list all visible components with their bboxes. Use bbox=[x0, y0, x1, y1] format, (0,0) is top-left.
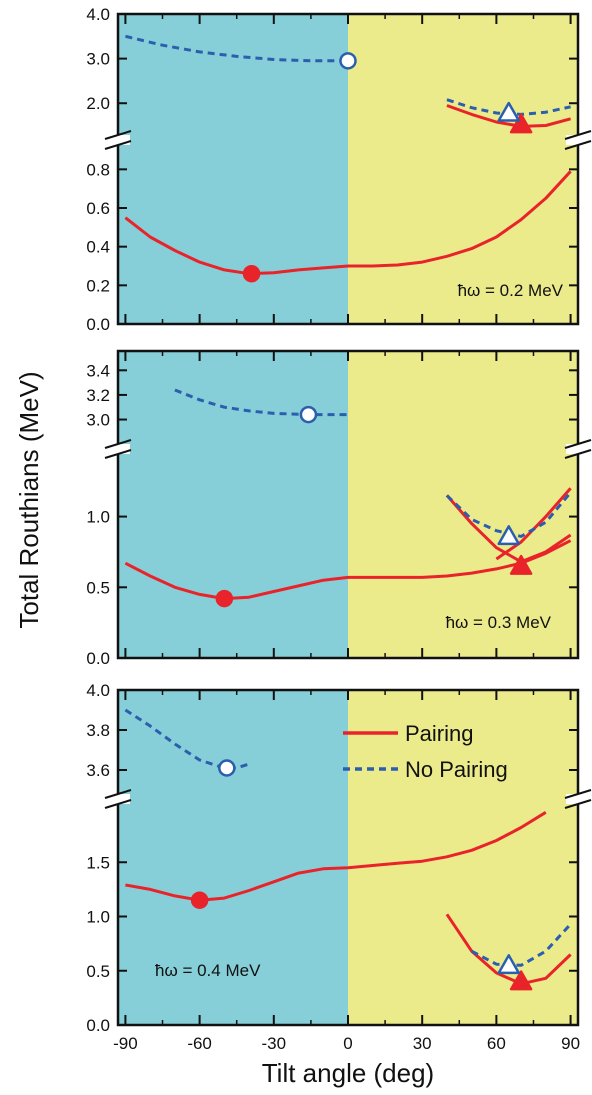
legend: Pairing No Pairing bbox=[343, 721, 508, 782]
y-tick-label: 0.0 bbox=[86, 649, 110, 668]
x-axis-title: Tilt angle (deg) bbox=[262, 1058, 434, 1088]
x-tick-label: 0 bbox=[343, 1034, 352, 1053]
series-no-pairing-4 bbox=[471, 923, 572, 967]
y-tick-label: 4.0 bbox=[86, 5, 110, 24]
y-tick-label: 0.0 bbox=[86, 1016, 110, 1035]
y-tick-label: 1.0 bbox=[86, 908, 110, 927]
axis-break-gap bbox=[106, 444, 130, 454]
no-pairing-minimum-circle-marker bbox=[218, 759, 236, 777]
background-region-negative bbox=[118, 690, 348, 1025]
y-tick-label: 2.0 bbox=[86, 94, 110, 113]
y-tick-label: 0.8 bbox=[86, 160, 110, 179]
panel-data bbox=[124, 388, 572, 601]
axis-break-mark bbox=[564, 130, 592, 140]
panel-2: 3.4 3.2 3.0 1.0 0.5 0.0 ħω = 0.3 MeV bbox=[86, 349, 592, 668]
panel-3: 4.0 3.8 3.6 1.5 1.0 0.5 0.0-90 -60 -30 0 30 60 90 ħω … bbox=[86, 681, 592, 1053]
rotational-frequency-annotation: ħω = 0.3 MeV bbox=[446, 613, 552, 632]
axis-break-mark bbox=[564, 140, 592, 150]
series-pairing-2 bbox=[445, 494, 572, 564]
y-tick-label: 3.2 bbox=[86, 386, 110, 405]
axis-break-gap bbox=[106, 135, 130, 145]
series-pairing-1 bbox=[124, 170, 572, 276]
axis-break-gap bbox=[566, 794, 590, 804]
axis-break-gap bbox=[566, 444, 590, 454]
y-tick-label: 1.5 bbox=[86, 853, 110, 872]
axis-break-mark bbox=[564, 439, 592, 449]
x-tick-label: -90 bbox=[113, 1034, 138, 1053]
panel-1: 4.0 3.0 2.0 0.8 0.6 0.4 0.2 0.0 ħω = 0.2 MeV bbox=[86, 5, 592, 334]
minimum-triangle-marker bbox=[509, 113, 533, 134]
axis-break-mark bbox=[104, 799, 132, 809]
y-tick-label: 4.0 bbox=[86, 681, 110, 700]
axis-break-mark bbox=[564, 789, 592, 799]
rotational-frequency-annotation: ħω = 0.2 MeV bbox=[458, 281, 564, 300]
axis-break-mark bbox=[104, 140, 132, 150]
minimum-circle-marker bbox=[215, 589, 234, 608]
y-tick-label: 3.0 bbox=[86, 50, 110, 69]
no-pairing-minimum-triangle-marker bbox=[497, 954, 521, 975]
series-pairing-1 bbox=[124, 539, 572, 601]
legend-pairing-label: Pairing bbox=[405, 721, 473, 746]
y-tick-label: 0.0 bbox=[86, 315, 110, 334]
y-tick-label: 0.5 bbox=[86, 962, 110, 981]
legend-no-pairing-label: No Pairing bbox=[405, 757, 508, 782]
x-tick-label: -30 bbox=[262, 1034, 287, 1053]
x-tick-label: 60 bbox=[487, 1034, 506, 1053]
series-no-pairing-3 bbox=[124, 708, 250, 770]
axis-break-gap bbox=[106, 794, 130, 804]
panels-layer: 4.03.02.00.80.60.40.20.0ħω = 0.2 MeV3.43… bbox=[86, 5, 592, 1053]
no-pairing-minimum-circle-marker bbox=[339, 52, 357, 70]
series-pairing-2 bbox=[446, 104, 571, 128]
x-tick-label: 30 bbox=[413, 1034, 432, 1053]
no-pairing-minimum-triangle-marker bbox=[497, 525, 521, 546]
no-pairing-minimum-triangle-marker bbox=[497, 101, 521, 122]
minimum-triangle-marker bbox=[509, 970, 533, 991]
axis-break-gap bbox=[566, 135, 590, 145]
y-tick-label: 0.5 bbox=[86, 578, 110, 597]
axis-break-mark bbox=[104, 449, 132, 459]
y-tick-label: 0.2 bbox=[86, 276, 110, 295]
background-region-negative bbox=[118, 351, 348, 658]
series-pairing-2 bbox=[445, 913, 572, 986]
y-tick-label: 1.0 bbox=[86, 508, 110, 527]
background-region-positive bbox=[348, 14, 578, 324]
y-axis-title: Total Routhians (MeV) bbox=[14, 371, 44, 628]
axis-break-mark bbox=[564, 449, 592, 459]
no-pairing-minimum-circle-marker bbox=[299, 405, 318, 424]
y-tick-label: 0.6 bbox=[86, 199, 110, 218]
background-region-negative bbox=[118, 14, 348, 324]
axis-break-mark bbox=[104, 789, 132, 799]
background-region-positive bbox=[348, 690, 578, 1025]
axis-break-mark bbox=[104, 439, 132, 449]
series-no-pairing-4 bbox=[174, 388, 348, 417]
minimum-circle-marker bbox=[242, 264, 261, 283]
axis-break-mark bbox=[104, 130, 132, 140]
rotational-frequency-annotation: ħω = 0.4 MeV bbox=[155, 961, 261, 980]
x-tick-label: 90 bbox=[561, 1034, 580, 1053]
y-tick-label: 3.0 bbox=[86, 411, 110, 430]
y-tick-label: 3.6 bbox=[86, 761, 110, 780]
x-tick-label: -60 bbox=[187, 1034, 212, 1053]
minimum-triangle-marker bbox=[509, 554, 533, 575]
axis-break-mark bbox=[564, 799, 592, 809]
background-region-positive bbox=[348, 351, 578, 658]
minimum-circle-marker bbox=[190, 891, 209, 909]
y-tick-label: 3.4 bbox=[86, 361, 110, 380]
series-no-pairing-3 bbox=[125, 34, 348, 63]
y-tick-label: 0.4 bbox=[86, 238, 110, 257]
y-tick-label: 3.8 bbox=[86, 721, 110, 740]
